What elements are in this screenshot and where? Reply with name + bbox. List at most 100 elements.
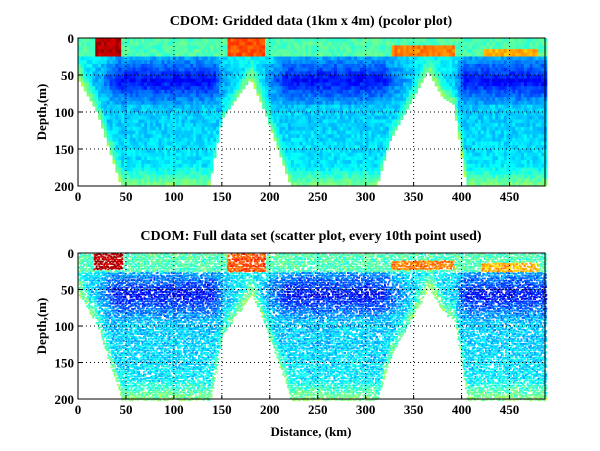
heatmap-cell	[311, 52, 315, 57]
heatmap-cell	[227, 78, 231, 83]
heatmap-cell	[512, 82, 516, 87]
heatmap-cell	[164, 160, 168, 165]
heatmap-cell	[276, 38, 280, 43]
heatmap-cell	[190, 130, 194, 135]
heatmap-cell	[331, 97, 335, 102]
heatmap-cell	[414, 89, 418, 94]
heatmap-cell	[357, 93, 361, 98]
heatmap-cell	[371, 45, 375, 50]
heatmap-cell	[345, 123, 349, 128]
heatmap-cell	[161, 156, 165, 161]
heatmap-cell	[477, 182, 482, 187]
heatmap-cell	[354, 100, 358, 105]
heatmap-cell	[181, 123, 185, 128]
heatmap-cell	[290, 145, 295, 150]
heatmap-cell	[242, 60, 246, 65]
heatmap-cell	[469, 49, 473, 54]
heatmap-cell	[475, 100, 479, 105]
heatmap-cell	[135, 178, 139, 183]
heatmap-cell	[296, 141, 300, 146]
heatmap-cell	[279, 126, 283, 131]
heatmap-cell	[121, 123, 125, 128]
heatmap-cell	[224, 82, 228, 87]
heatmap-cell	[221, 67, 226, 72]
heatmap-cell	[121, 134, 125, 139]
heatmap-cell	[227, 86, 231, 91]
heatmap-cell	[374, 149, 378, 154]
heatmap-cell	[382, 38, 387, 43]
heatmap-cell	[129, 41, 134, 46]
heatmap-cell	[155, 52, 159, 57]
heatmap-cell	[322, 174, 326, 179]
heatmap-cell	[466, 89, 470, 94]
heatmap-cell	[221, 63, 226, 68]
heatmap-cell	[475, 134, 479, 139]
heatmap-cell	[391, 86, 395, 91]
heatmap-cell	[498, 126, 502, 131]
heatmap-cell	[342, 182, 346, 187]
heatmap-cell	[201, 115, 205, 120]
heatmap-cell	[331, 115, 335, 120]
heatmap-cell	[224, 52, 228, 57]
heatmap-cell	[265, 63, 269, 68]
heatmap-cell	[411, 38, 415, 43]
heatmap-cell	[388, 78, 392, 83]
heatmap-cell	[302, 182, 306, 187]
heatmap-cell	[518, 60, 522, 65]
heatmap-cell	[518, 167, 522, 172]
heatmap-cell	[170, 152, 174, 157]
heatmap-cell	[348, 75, 352, 80]
heatmap-cell	[463, 123, 467, 128]
heatmap-cell	[302, 41, 306, 46]
heatmap-cell	[498, 86, 502, 91]
heatmap-cell	[486, 108, 490, 113]
heatmap-cell	[362, 115, 367, 120]
heatmap-cell	[149, 149, 154, 154]
heatmap-cell	[512, 156, 516, 161]
heatmap-cell	[109, 126, 113, 131]
heatmap-cell	[457, 89, 461, 94]
heatmap-cell	[359, 123, 364, 128]
heatmap-cell	[371, 93, 375, 98]
heatmap-cell	[221, 93, 226, 98]
heatmap-cell	[124, 78, 128, 83]
heatmap-cell	[198, 67, 203, 72]
heatmap-cell	[112, 149, 116, 154]
heatmap-cell	[273, 100, 277, 105]
heatmap-cell	[374, 78, 378, 83]
heatmap-cell	[193, 134, 197, 139]
heatmap-cell	[472, 108, 476, 113]
heatmap-cell	[181, 112, 185, 117]
heatmap-cell	[210, 167, 214, 172]
heatmap-cell	[253, 45, 257, 50]
heatmap-cell	[308, 160, 312, 165]
heatmap-cell	[276, 123, 280, 128]
heatmap-cell	[147, 160, 151, 165]
heatmap-cell	[495, 45, 499, 50]
heatmap-cell	[371, 119, 375, 124]
heatmap-cell	[503, 67, 508, 72]
heatmap-cell	[175, 56, 180, 61]
heatmap-cell	[506, 93, 510, 98]
heatmap-cell	[460, 134, 464, 139]
heatmap-cell	[417, 78, 421, 83]
heatmap-cell	[489, 89, 493, 94]
heatmap-cell	[371, 137, 375, 142]
heatmap-cell	[129, 156, 134, 161]
heatmap-cell	[204, 60, 208, 65]
heatmap-cell	[354, 149, 358, 154]
heatmap-cell	[144, 67, 148, 72]
heatmap-cell	[394, 82, 398, 87]
heatmap-cell	[207, 93, 211, 98]
heatmap-cell	[469, 160, 473, 165]
heatmap-cell	[149, 63, 154, 68]
heatmap-cell	[374, 141, 378, 146]
heatmap-cell	[477, 78, 482, 83]
heatmap-cell	[414, 71, 418, 76]
heatmap-cell	[178, 160, 182, 165]
heatmap-cell	[293, 141, 298, 146]
heatmap-cell	[313, 41, 318, 46]
heatmap-cell	[377, 63, 381, 68]
heatmap-cell	[348, 100, 352, 105]
heatmap-cell	[98, 63, 102, 68]
